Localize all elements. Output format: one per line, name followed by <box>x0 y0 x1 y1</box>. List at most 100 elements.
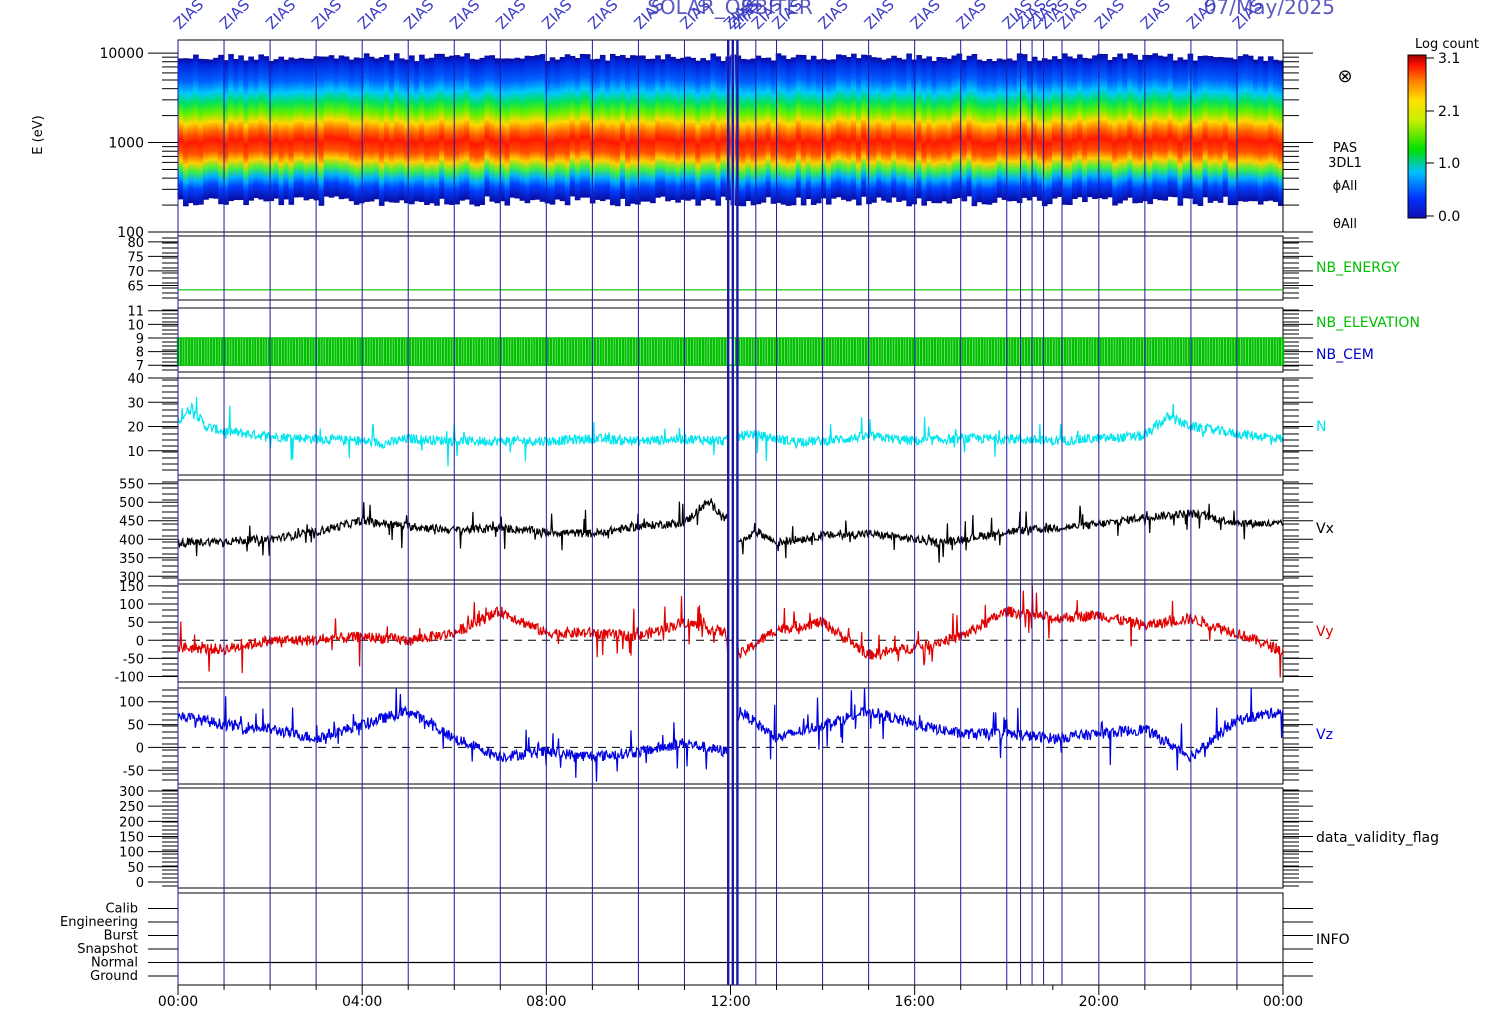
spectrogram-strip <box>770 60 777 204</box>
spectrogram-strip <box>524 55 531 204</box>
spectrogram-strip <box>911 59 917 205</box>
spectrogram-strip <box>368 56 375 202</box>
y-tick-label: 300 <box>119 570 144 585</box>
info-category-label: Normal <box>91 956 138 971</box>
spectrogram-strip <box>549 57 556 205</box>
vz-series <box>177 687 1284 782</box>
spectrogram-strip <box>499 58 506 202</box>
info-label: INFO <box>1316 932 1350 948</box>
spectrogram-strip <box>409 55 415 205</box>
spectrogram-strip <box>1031 56 1038 197</box>
spectrogram-strip <box>363 53 370 202</box>
y-tick-label: 50 <box>127 616 144 631</box>
spectrogram-strip <box>424 58 430 205</box>
spectrogram-strip <box>283 59 290 200</box>
spectrogram-heatmap <box>178 40 1284 232</box>
spectrogram-strip <box>193 54 199 206</box>
spectrogram-strip <box>1202 55 1209 198</box>
spectrogram-strip <box>1197 55 1204 206</box>
spectrogram-strip <box>399 58 405 201</box>
spectrogram-strip <box>228 54 234 202</box>
y-tick-label: 300 <box>119 785 144 800</box>
validity-label: data_validity_flag <box>1316 830 1439 846</box>
spectrogram-strip <box>373 58 380 200</box>
spectrogram-strip <box>434 53 440 206</box>
spectrogram-strip <box>338 55 345 200</box>
zias-label: ZIAS <box>216 0 253 33</box>
y-tick-label: 500 <box>119 496 144 511</box>
spectrogram-strip <box>1011 60 1018 202</box>
spectrogram-strip <box>1242 54 1249 202</box>
y-tick-label: 100 <box>119 598 144 613</box>
spectrogram-strip <box>1187 53 1194 199</box>
spectrogram-strip <box>308 58 315 199</box>
zias-label: ZIAS <box>492 0 529 33</box>
vertical-marker-lines <box>177 40 1238 985</box>
spectrogram-strip <box>1072 58 1078 199</box>
spectrogram-ylabel: E (eV) <box>31 115 46 154</box>
spectrogram-strip <box>378 57 385 206</box>
spectrogram-strip <box>936 56 943 204</box>
vy-series <box>177 585 1284 678</box>
spectrogram-strip <box>454 55 460 205</box>
spectrogram-strip <box>906 53 912 207</box>
spectrogram-strip <box>665 54 671 202</box>
spectrogram-strip <box>1026 61 1033 201</box>
spectrogram-strip <box>1082 57 1088 203</box>
spectrogram-strip <box>886 58 892 203</box>
y-tick-label: 100 <box>119 846 144 861</box>
spectrogram-strip <box>419 54 425 203</box>
spectrogram-strip <box>1087 58 1093 198</box>
spectrogram-strip <box>248 56 254 201</box>
zias-label: ZIAS <box>907 0 944 33</box>
spectrogram-strip <box>790 57 797 206</box>
spectrogram-strip <box>1207 56 1214 203</box>
spectrogram-strip <box>594 58 601 200</box>
spectrogram-strip <box>1222 57 1229 197</box>
spectrogram-strip <box>258 54 264 200</box>
y-tick-label: -50 <box>123 652 144 667</box>
spectrogram-strip <box>1262 60 1269 202</box>
spectrogram-strip <box>991 61 998 203</box>
spectrogram-strip <box>1192 60 1199 205</box>
spectrogram-strip <box>640 55 646 202</box>
spectrogram-strip <box>604 60 611 200</box>
density-series <box>177 397 1284 467</box>
spectrogram-strip <box>529 56 536 201</box>
spectrogram-strip <box>203 59 209 200</box>
spectrogram-strip <box>388 60 395 203</box>
spectrogram-strip <box>1182 59 1189 199</box>
spectrogram-strip <box>278 56 285 206</box>
y-tick-label: 75 <box>127 250 144 265</box>
y-tick-label: 0 <box>136 741 144 756</box>
y-tick-label: 100 <box>117 225 144 241</box>
spectrogram-strip <box>1112 57 1118 206</box>
y-tick-label: 200 <box>119 815 144 830</box>
nb-cem-label: NB_CEM <box>1316 347 1374 363</box>
y-tick-label: 0 <box>136 876 144 891</box>
spectrogram-strip <box>534 55 541 200</box>
spectrogram-strip <box>1217 56 1224 203</box>
spectrogram-strip <box>1041 58 1048 207</box>
spectrogram-strip <box>564 54 571 206</box>
header-date: 07/May/2025 <box>1204 0 1335 19</box>
nb-energy-label: NB_ENERGY <box>1316 260 1400 276</box>
y-tick-label: 10 <box>127 318 144 333</box>
spectrogram-strip <box>856 58 862 206</box>
spectrogram-strip <box>745 59 752 202</box>
info-frame <box>177 892 1284 986</box>
spectrogram-strip <box>1137 59 1143 203</box>
phi-label: ϕAll <box>1333 179 1358 194</box>
spectrogram-strip <box>795 54 802 198</box>
spectrogram-strip <box>1067 56 1073 205</box>
zias-label: ZIAS <box>861 0 898 33</box>
spectrogram-strip <box>941 57 948 202</box>
spectrogram-strip <box>614 56 621 207</box>
spectrogram-strip <box>393 53 400 203</box>
spectrogram-strip <box>559 56 566 202</box>
spectrogram-strip <box>1247 55 1254 202</box>
spectrogram-strip <box>841 55 847 200</box>
y-tick-label: 50 <box>127 719 144 734</box>
colorbar-title: Log count <box>1415 37 1479 52</box>
